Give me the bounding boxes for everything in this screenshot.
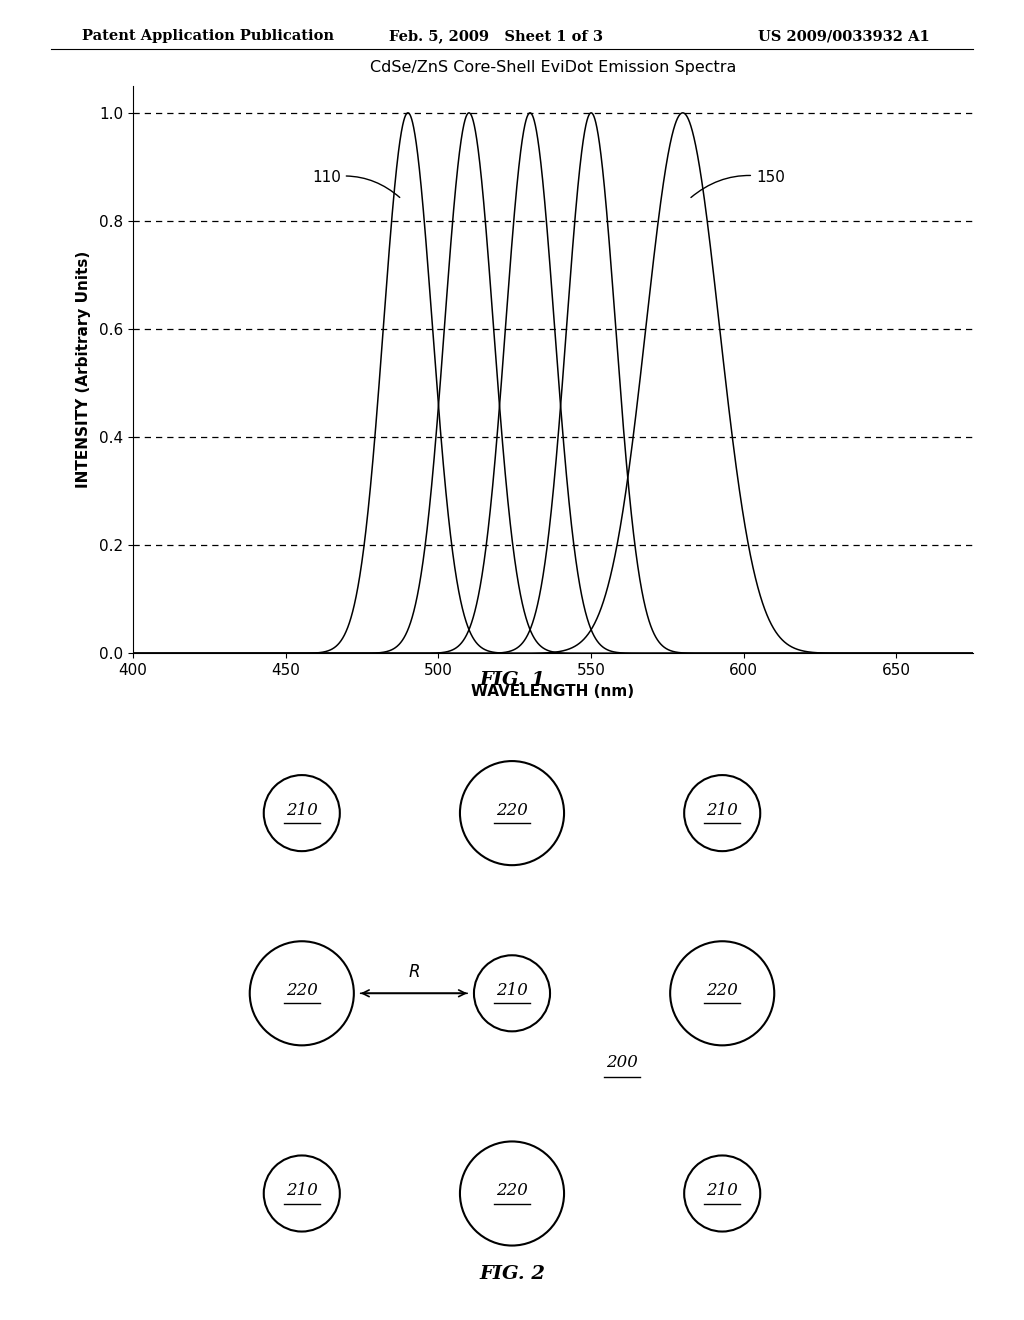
Text: 210: 210 <box>286 801 317 818</box>
Text: 220: 220 <box>496 801 528 818</box>
Text: 220: 220 <box>286 982 317 999</box>
Title: CdSe/ZnS Core-Shell EviDot Emission Spectra: CdSe/ZnS Core-Shell EviDot Emission Spec… <box>370 59 736 75</box>
Text: R: R <box>409 964 420 981</box>
Text: 210: 210 <box>496 982 528 999</box>
Text: Feb. 5, 2009   Sheet 1 of 3: Feb. 5, 2009 Sheet 1 of 3 <box>389 29 603 44</box>
Text: 150: 150 <box>691 170 784 198</box>
Text: 210: 210 <box>707 1181 738 1199</box>
Text: 110: 110 <box>312 170 399 198</box>
Text: 220: 220 <box>707 982 738 999</box>
Text: US 2009/0033932 A1: US 2009/0033932 A1 <box>758 29 930 44</box>
Y-axis label: INTENSITY (Arbitrary Units): INTENSITY (Arbitrary Units) <box>76 251 91 488</box>
Text: Patent Application Publication: Patent Application Publication <box>82 29 334 44</box>
Text: 210: 210 <box>707 801 738 818</box>
Text: 220: 220 <box>496 1181 528 1199</box>
Text: FIG. 2: FIG. 2 <box>479 1265 545 1283</box>
Text: FIG. 1: FIG. 1 <box>479 671 545 689</box>
X-axis label: WAVELENGTH (nm): WAVELENGTH (nm) <box>471 684 635 698</box>
Text: 210: 210 <box>286 1181 317 1199</box>
Text: 200: 200 <box>606 1055 638 1072</box>
